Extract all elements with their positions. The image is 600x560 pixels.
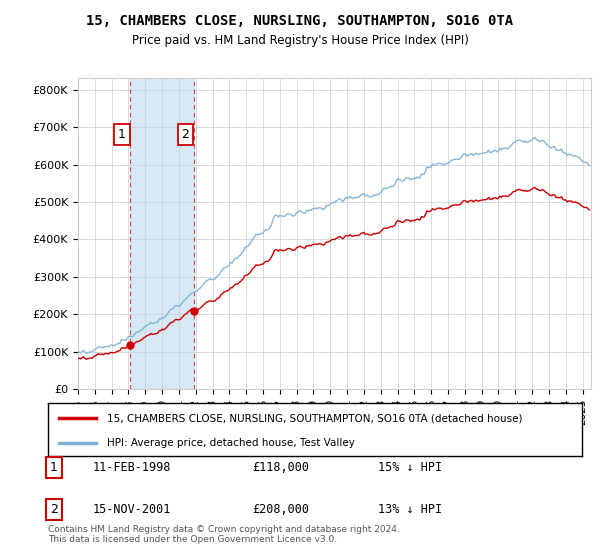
Text: 1: 1 (118, 128, 126, 141)
Text: 1: 1 (50, 461, 58, 474)
Text: 15-NOV-2001: 15-NOV-2001 (93, 503, 172, 516)
Text: 13% ↓ HPI: 13% ↓ HPI (378, 503, 442, 516)
Text: 15% ↓ HPI: 15% ↓ HPI (378, 461, 442, 474)
Text: 15, CHAMBERS CLOSE, NURSLING, SOUTHAMPTON, SO16 0TA (detached house): 15, CHAMBERS CLOSE, NURSLING, SOUTHAMPTO… (107, 413, 522, 423)
Text: Price paid vs. HM Land Registry's House Price Index (HPI): Price paid vs. HM Land Registry's House … (131, 34, 469, 46)
Text: 2: 2 (181, 128, 189, 141)
Text: Contains HM Land Registry data © Crown copyright and database right 2024.
This d: Contains HM Land Registry data © Crown c… (48, 525, 400, 544)
Text: HPI: Average price, detached house, Test Valley: HPI: Average price, detached house, Test… (107, 438, 355, 448)
Text: £118,000: £118,000 (252, 461, 309, 474)
Text: £208,000: £208,000 (252, 503, 309, 516)
Text: 2: 2 (50, 503, 58, 516)
Text: 11-FEB-1998: 11-FEB-1998 (93, 461, 172, 474)
Bar (130, 78, 194, 389)
Text: 15, CHAMBERS CLOSE, NURSLING, SOUTHAMPTON, SO16 0TA: 15, CHAMBERS CLOSE, NURSLING, SOUTHAMPTO… (86, 14, 514, 28)
